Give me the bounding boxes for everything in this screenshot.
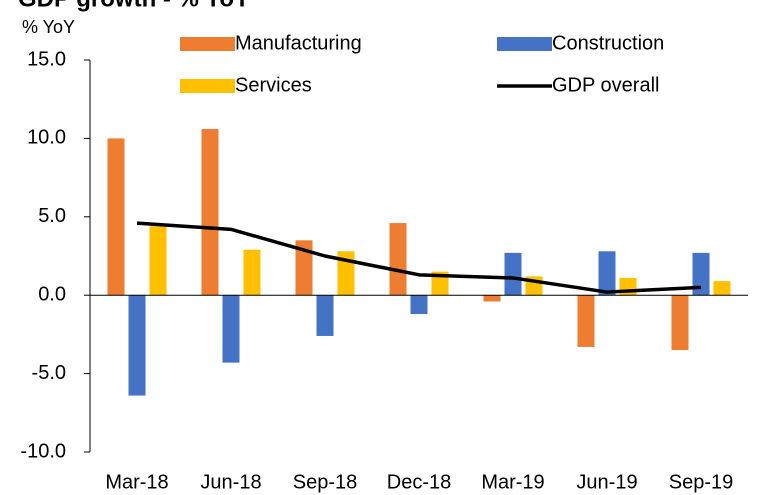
bar — [671, 295, 689, 351]
bar — [107, 138, 125, 296]
bar — [410, 295, 428, 315]
x-tick-label: Sep-19 — [669, 471, 734, 493]
legend-label: Construction — [552, 32, 664, 54]
y-tick-label: -10.0 — [20, 440, 66, 462]
bar — [243, 249, 261, 296]
legend-swatch — [180, 37, 235, 51]
x-tick-label: Dec-18 — [387, 471, 451, 493]
bar — [504, 252, 522, 296]
y-tick-label: 0.0 — [38, 283, 66, 305]
bar — [295, 240, 313, 296]
legend-swatch — [497, 37, 552, 51]
bar — [222, 295, 240, 363]
y-axis-label: % YoY — [22, 17, 75, 37]
bar — [201, 128, 219, 296]
y-tick-label: -5.0 — [32, 362, 66, 384]
y-tick-label: 5.0 — [38, 205, 66, 227]
bar — [577, 295, 595, 347]
legend-swatch — [180, 79, 235, 93]
chart-title: GDP growth - % YoY — [18, 0, 250, 12]
x-tick-label: Jun-18 — [200, 471, 261, 493]
x-tick-label: Sep-18 — [293, 471, 358, 493]
bar — [598, 251, 616, 296]
x-tick-label: Jun-19 — [576, 471, 637, 493]
bar — [149, 226, 167, 296]
legend-label: GDP overall — [552, 74, 659, 96]
x-tick-label: Mar-18 — [105, 471, 168, 493]
bar — [713, 281, 731, 296]
bar — [389, 223, 407, 296]
bar — [128, 295, 146, 396]
legend-label: Services — [235, 74, 312, 96]
bar — [431, 271, 449, 296]
legend-label: Manufacturing — [235, 32, 362, 54]
y-tick-label: 15.0 — [27, 48, 66, 70]
y-tick-label: 10.0 — [27, 127, 66, 149]
x-tick-label: Mar-19 — [481, 471, 544, 493]
bar — [316, 295, 334, 336]
bar — [483, 295, 501, 302]
bar — [692, 252, 710, 296]
gdp-line — [136, 221, 702, 294]
